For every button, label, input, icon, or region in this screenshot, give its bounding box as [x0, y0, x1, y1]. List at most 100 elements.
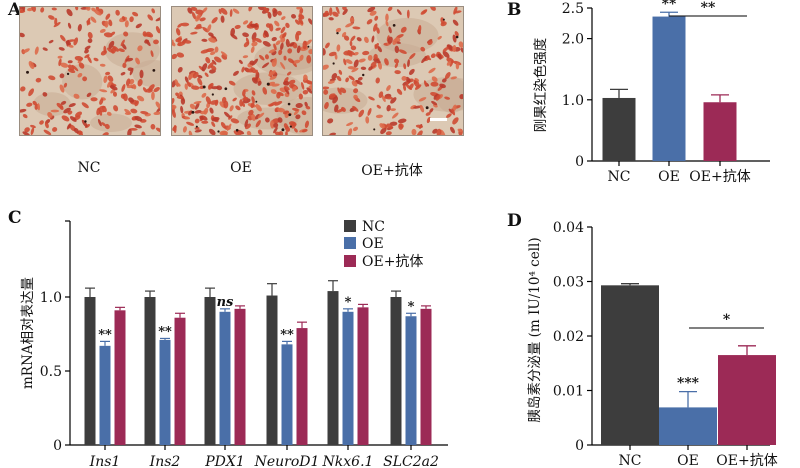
- significance-mark: *: [408, 299, 415, 314]
- micrograph-cell: [288, 79, 296, 85]
- micrograph-cell: [352, 105, 359, 112]
- micrograph-cell: [229, 9, 233, 17]
- micrograph-cell: [111, 46, 117, 54]
- micrograph-cell: [271, 59, 277, 67]
- micrograph-cell: [283, 85, 290, 91]
- micrograph-cell: [37, 103, 41, 111]
- micrograph-cell: [84, 49, 89, 54]
- micrograph-cell: [455, 62, 460, 70]
- micrograph-cell: [150, 123, 156, 130]
- micrograph-cell: [74, 55, 83, 61]
- micrograph-cell: [59, 73, 65, 79]
- micrograph-cell: [274, 101, 283, 106]
- micrograph-cell: [377, 45, 382, 53]
- micrograph-cell: [396, 9, 402, 15]
- micrograph-cell: [30, 124, 36, 129]
- micrograph-cell: [208, 37, 217, 43]
- micrograph-cell: [367, 54, 373, 61]
- micrograph-cell: [187, 7, 193, 14]
- micrograph-cell: [103, 32, 113, 38]
- micrograph-dark-spot: [288, 113, 292, 117]
- micrograph-cell: [415, 124, 424, 129]
- significance-mark: **: [158, 324, 172, 339]
- micrograph-cell: [153, 86, 160, 93]
- micrograph-cell: [246, 130, 252, 135]
- micrograph-cell: [60, 62, 69, 68]
- micrograph-cell: [349, 40, 353, 47]
- micrograph-cell: [287, 71, 292, 76]
- micrograph-cell: [251, 77, 258, 84]
- micrograph-cell: [99, 98, 104, 105]
- micrograph-cell: [235, 105, 241, 111]
- micrograph-cell: [447, 44, 454, 51]
- bar-ins1-1: [84, 297, 96, 445]
- micrograph-cell: [211, 17, 218, 24]
- micrograph-cell: [353, 51, 359, 56]
- micrograph-cell: [172, 125, 177, 131]
- micrograph-cell: [118, 48, 125, 52]
- micrograph-cell: [180, 22, 190, 27]
- micrograph-cell: [175, 37, 183, 43]
- micrograph-cell: [452, 117, 459, 125]
- micrograph-cell: [348, 75, 355, 81]
- micrograph-cell: [229, 105, 234, 112]
- micrograph-oe-cells: [172, 7, 312, 135]
- micrograph-cell: [396, 88, 403, 95]
- micrograph-cell: [379, 123, 385, 129]
- micrograph-cell: [66, 123, 71, 130]
- micrograph-cell: [90, 97, 98, 102]
- micrograph-cell: [303, 74, 308, 81]
- micrograph-cell: [334, 53, 338, 60]
- micrograph-cell: [283, 80, 290, 86]
- y-tick-label: 1.0: [40, 290, 62, 306]
- micrograph-cell: [280, 42, 284, 51]
- micrograph-cell: [295, 32, 300, 42]
- bracket-significance-mark: **: [701, 0, 716, 16]
- micrograph-cell: [271, 36, 277, 42]
- micrograph-cell: [230, 33, 238, 40]
- micrograph-dark-spot: [266, 82, 270, 86]
- micrograph-cell: [358, 58, 366, 63]
- micrograph-cell: [353, 59, 359, 68]
- micrograph-cell: [108, 19, 113, 27]
- micrograph-dark-spot: [195, 125, 198, 128]
- micrograph-cell: [403, 63, 407, 70]
- x-tick-label: NeuroD1: [254, 454, 320, 468]
- micrograph-dark-spot: [425, 106, 429, 110]
- y-tick-label: 2.0: [562, 32, 584, 48]
- micrograph-cell: [124, 112, 132, 115]
- micrograph-cell: [50, 109, 60, 113]
- micrograph-cell: [428, 67, 436, 74]
- bar-nkx61-3: [357, 307, 369, 445]
- micrograph-cell: [34, 46, 39, 55]
- micrograph-cell: [199, 115, 204, 120]
- micrograph-cell: [255, 104, 262, 112]
- y-tick-label: 0.01: [553, 384, 584, 400]
- micrograph-cell: [439, 83, 446, 89]
- y-tick-label: 0: [575, 154, 584, 170]
- micrograph-cell: [234, 24, 241, 30]
- micrograph-dark-spot: [336, 31, 339, 35]
- micrograph-dark-spot: [26, 70, 29, 74]
- micrograph-cell: [272, 9, 278, 17]
- micrograph-cell: [397, 118, 407, 124]
- micrograph-cell: [294, 19, 300, 25]
- micrograph-patch: [368, 43, 426, 68]
- micrograph-cell: [343, 50, 353, 56]
- micrograph-cell: [268, 49, 276, 54]
- micrograph-dark-spot: [66, 72, 70, 76]
- micrograph-cell: [195, 14, 201, 22]
- micrograph-cell: [324, 10, 329, 17]
- caption-oe: OE: [230, 160, 252, 176]
- micrograph-cell: [175, 92, 180, 97]
- micrograph-cell: [398, 123, 404, 130]
- micrograph-cell: [244, 119, 249, 128]
- y-tick-label: 0.5: [40, 364, 62, 380]
- micrograph-cell: [209, 107, 214, 114]
- micrograph-cell: [59, 105, 64, 110]
- micrograph-cell: [255, 119, 261, 128]
- micrograph-dark-spot: [84, 120, 87, 123]
- micrograph-cell: [242, 32, 249, 38]
- micrograph-cell: [336, 44, 341, 52]
- micrograph-dark-spot: [152, 68, 156, 72]
